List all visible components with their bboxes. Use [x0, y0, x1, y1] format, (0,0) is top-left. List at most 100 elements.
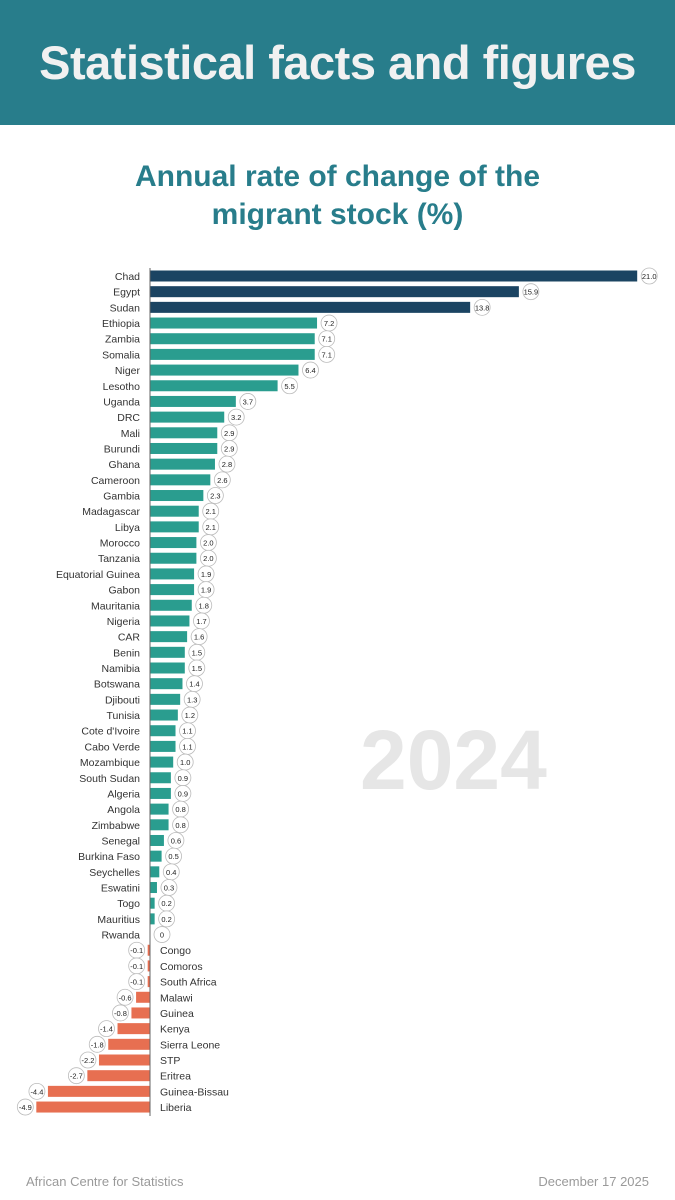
category-label: Malawi — [160, 992, 193, 1004]
data-label: 1.2 — [185, 711, 195, 720]
category-label: Somalia — [102, 349, 140, 361]
data-label: -4.9 — [19, 1103, 32, 1112]
category-label: Egypt — [113, 287, 140, 299]
data-label-bubble — [318, 345, 336, 363]
data-label: 2.1 — [206, 523, 216, 532]
data-label: 0.8 — [175, 805, 185, 814]
category-label: Namibia — [101, 663, 140, 675]
data-label-bubble — [79, 1051, 97, 1069]
bar — [150, 693, 181, 705]
category-label: South Sudan — [79, 773, 140, 785]
category-label: STP — [160, 1055, 180, 1067]
bar — [150, 850, 162, 862]
category-label: South Africa — [160, 977, 217, 989]
data-label: 0.2 — [161, 915, 171, 924]
data-label: -0.8 — [114, 1009, 127, 1018]
category-label: Cabo Verde — [85, 741, 141, 753]
bar — [150, 348, 315, 360]
bar — [150, 537, 197, 549]
year-annotation: 2024 — [360, 713, 547, 807]
data-label: 1.9 — [201, 586, 211, 595]
bar — [150, 474, 211, 486]
bar — [150, 395, 236, 407]
bar — [150, 787, 171, 799]
data-label-bubble — [158, 910, 176, 928]
bar — [150, 662, 185, 674]
bar — [150, 490, 204, 502]
data-label: -2.2 — [81, 1056, 94, 1065]
category-label: Mali — [121, 428, 140, 440]
data-label: -0.1 — [130, 946, 143, 955]
category-label: DRC — [117, 412, 140, 424]
bar — [150, 458, 215, 470]
bar — [150, 834, 164, 846]
category-label: Morocco — [100, 538, 140, 550]
data-label-bubble — [213, 471, 231, 489]
category-label: Gambia — [103, 491, 140, 503]
category-label: Togo — [117, 898, 140, 910]
bar — [147, 976, 150, 988]
category-label: Eritrea — [160, 1071, 191, 1083]
chart-title: Annual rate of change of the migrant sto… — [134, 160, 541, 231]
data-label-bubble — [88, 1035, 106, 1053]
category-label: Sierra Leone — [160, 1039, 220, 1051]
category-label: Gabon — [108, 585, 140, 597]
header-banner: Statistical facts and figures — [0, 0, 675, 125]
data-label: 1.6 — [194, 633, 204, 642]
bar — [150, 740, 176, 752]
category-label: Djibouti — [105, 694, 140, 706]
bar — [47, 1085, 150, 1097]
category-label: Cameroon — [91, 475, 140, 487]
bar — [150, 411, 225, 423]
data-label-bubble — [28, 1082, 46, 1100]
bar — [150, 631, 188, 643]
category-label: Mauritius — [97, 914, 140, 926]
category-label: Congo — [160, 945, 191, 957]
category-label: Niger — [115, 365, 141, 377]
bar — [150, 819, 169, 831]
data-label: -2.7 — [70, 1072, 83, 1081]
data-label: 7.1 — [322, 335, 332, 344]
bar — [108, 1038, 150, 1050]
category-label: Benin — [113, 647, 140, 659]
category-label: Uganda — [103, 396, 140, 408]
bar — [150, 427, 218, 439]
bar — [150, 270, 638, 282]
bar — [98, 1054, 150, 1066]
category-label: Angola — [107, 804, 140, 816]
data-label: -4.4 — [30, 1087, 43, 1096]
data-label: 7.2 — [324, 319, 334, 328]
data-label: 1.1 — [182, 727, 192, 736]
bar — [147, 944, 150, 956]
data-label: 21.0 — [642, 272, 657, 281]
bar — [150, 913, 155, 925]
category-label: Comoros — [160, 961, 203, 973]
data-label: -1.4 — [100, 1025, 113, 1034]
bar — [150, 725, 176, 737]
data-label: 5.5 — [284, 382, 294, 391]
data-label: 2.0 — [203, 539, 213, 548]
data-label: 0.9 — [178, 774, 188, 783]
category-label: Guinea-Bissau — [160, 1086, 229, 1098]
data-label: 0.5 — [168, 852, 178, 861]
category-label: Mozambique — [80, 757, 140, 769]
data-label: 2.3 — [210, 492, 220, 501]
bar — [150, 442, 218, 454]
data-label: 2.8 — [222, 460, 232, 469]
data-label: 3.2 — [231, 413, 241, 422]
bar — [87, 1070, 150, 1082]
data-label: 1.8 — [199, 601, 209, 610]
category-label: Chad — [115, 271, 140, 283]
data-label: 3.7 — [243, 397, 253, 406]
bar — [150, 380, 278, 392]
data-label-bubble — [128, 973, 146, 990]
bar — [150, 803, 169, 815]
header-title: Statistical facts and figures — [39, 36, 636, 89]
category-label: Ghana — [108, 459, 140, 471]
bar — [150, 333, 315, 345]
bar — [150, 301, 471, 313]
category-label: Libya — [115, 522, 140, 534]
data-label-bubble — [206, 487, 224, 504]
data-label: 2.9 — [224, 429, 234, 438]
data-label: 2.0 — [203, 554, 213, 563]
